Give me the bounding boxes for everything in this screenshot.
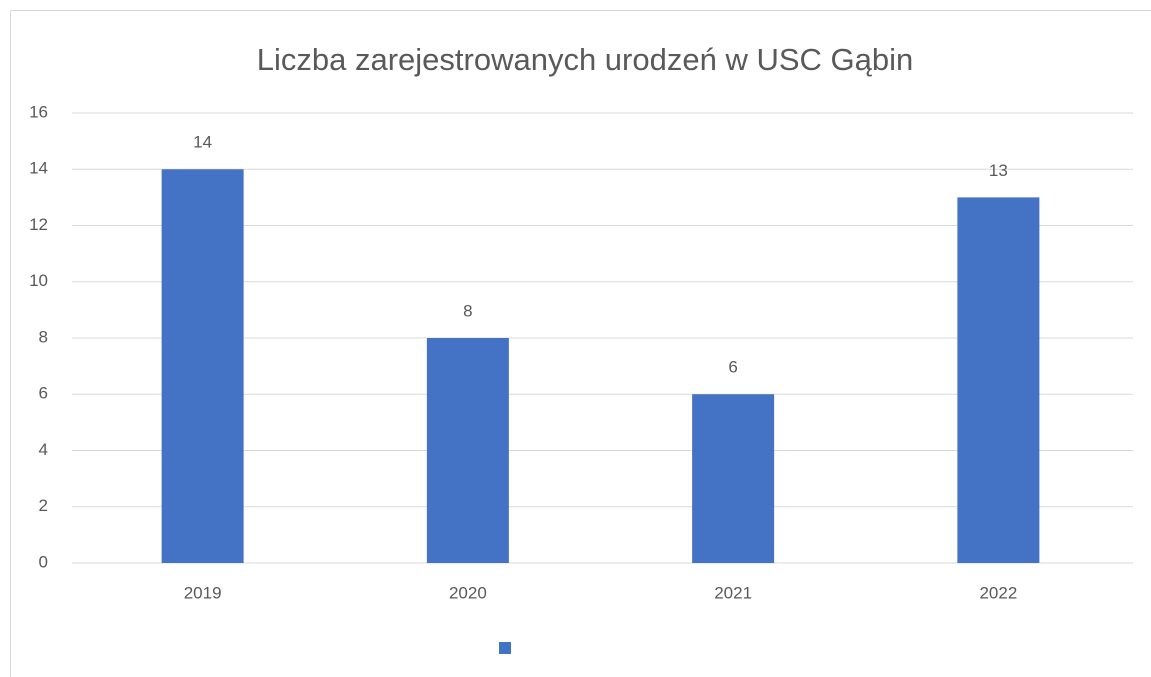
y-tick-label: 8 xyxy=(39,327,48,346)
legend-swatch xyxy=(499,642,511,654)
data-label: 6 xyxy=(728,358,737,377)
y-tick-label: 14 xyxy=(29,159,48,178)
x-tick-label: 2022 xyxy=(979,583,1017,602)
y-tick-label: 4 xyxy=(39,440,48,459)
x-tick-label: 2021 xyxy=(714,583,752,602)
data-label: 14 xyxy=(193,133,212,152)
bar xyxy=(692,394,775,563)
y-tick-label: 12 xyxy=(29,215,48,234)
data-label: 13 xyxy=(989,161,1008,180)
chart-title: Liczba zarejestrowanych urodzeń w USC Gą… xyxy=(257,42,913,77)
data-label: 8 xyxy=(463,301,472,320)
bar xyxy=(957,197,1040,563)
bar xyxy=(426,338,509,563)
y-tick-label: 10 xyxy=(29,271,48,290)
y-tick-label: 0 xyxy=(39,552,48,571)
x-tick-label: 2019 xyxy=(184,583,222,602)
bar xyxy=(161,169,244,563)
y-tick-label: 6 xyxy=(39,384,48,403)
y-tick-label: 16 xyxy=(29,102,48,121)
x-tick-label: 2020 xyxy=(449,583,487,602)
y-tick-label: 2 xyxy=(39,496,48,515)
